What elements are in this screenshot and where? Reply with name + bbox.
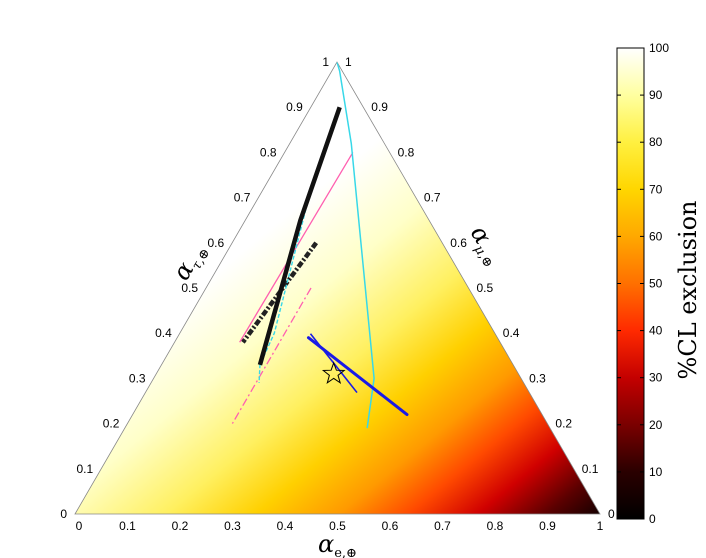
left-tick-label: 1 [322,55,329,69]
colorbar-tick-label: 50 [649,277,663,291]
colorbar-tick-label: 80 [649,135,663,149]
left-axis-ticks: 0 0.1 0.2 0.3 0.4 0.5 0.6 0.7 0.8 0.9 1 [60,55,329,521]
left-tick-label: 0 [60,507,67,521]
right-tick-label: 0.7 [424,191,441,205]
bottom-tick-label: 0.8 [487,519,504,533]
bottom-axis-ticks: 0 0.1 0.2 0.3 0.4 0.5 0.6 0.7 0.8 0.9 1 [76,519,604,533]
contour-pink-dash-dot [231,287,312,424]
contour-cyan-dashed [258,197,310,383]
left-tick-label: 0.6 [208,236,225,250]
left-tick-label: 0.1 [77,462,94,476]
best-fit-marks [306,333,409,417]
left-tick-label: 0.7 [234,191,251,205]
left-tick-label: 0.5 [181,281,198,295]
left-tick-label: 0.9 [286,100,303,114]
bottom-tick-label: 0.3 [224,519,241,533]
colorbar-tick-label: 30 [649,371,663,385]
bottom-tick-label: 0.1 [119,519,136,533]
colorbar-tick-label: 10 [649,465,663,479]
colorbar-tick-label: 100 [649,41,669,55]
right-axis-title: αμ,⊕ [462,221,509,271]
right-tick-label: 0 [608,507,615,521]
bottom-tick-label: 0.9 [539,519,556,533]
bottom-tick-label: 0.5 [329,519,346,533]
right-tick-label: 0.8 [398,145,415,159]
right-tick-label: 0.4 [503,326,520,340]
colorbar-tick-label: 60 [649,229,663,243]
triangle-border [74,61,601,515]
left-tick-label: 0.8 [260,145,277,159]
colorbar-tick-label: 20 [649,418,663,432]
right-tick-label: 0.2 [555,417,572,431]
contour-lines [231,62,375,429]
right-tick-label: 1 [345,55,352,69]
bottom-axis-title: αe,⊕ [318,530,357,558]
bottom-tick-label: 0.4 [277,519,294,533]
colorbar: 0 10 20 30 40 50 60 70 80 90 100 %CL exclusion [616,41,702,526]
colorbar-tick-label: 0 [649,512,656,526]
colorbar-tick-label: 90 [649,88,663,102]
bottom-tick-label: 0.2 [172,519,189,533]
heatmap-field [75,62,600,514]
colorbar-gradient [616,47,645,520]
bottom-tick-label: 0.7 [434,519,451,533]
best-fit-line [306,336,409,417]
colorbar-ticks: 0 10 20 30 40 50 60 70 80 90 100 [617,41,669,526]
right-tick-label: 0.6 [450,236,467,250]
colorbar-tick-label: 40 [649,324,663,338]
left-tick-label: 0.2 [103,417,120,431]
right-axis-ticks: 1 0.9 0.8 0.7 0.6 0.5 0.4 0.3 0.2 0.1 0 [345,55,615,521]
contour-cyan-solid [336,62,375,429]
colorbar-tick-label: 70 [649,182,663,196]
contour-black-solid [257,106,342,366]
ternary-heatmap [74,61,601,515]
bottom-tick-label: 0.6 [382,519,399,533]
best-fit-star [321,361,346,384]
left-tick-label: 0.3 [129,371,146,385]
left-tick-label: 0.4 [155,326,172,340]
right-tick-label: 0.5 [477,281,494,295]
colorbar-label: %CL exclusion [674,201,702,380]
right-tick-label: 0.3 [529,371,546,385]
bottom-tick-label: 1 [597,519,604,533]
bottom-tick-label: 0 [76,519,83,533]
right-tick-label: 0.1 [582,462,599,476]
right-tick-label: 0.9 [371,100,388,114]
